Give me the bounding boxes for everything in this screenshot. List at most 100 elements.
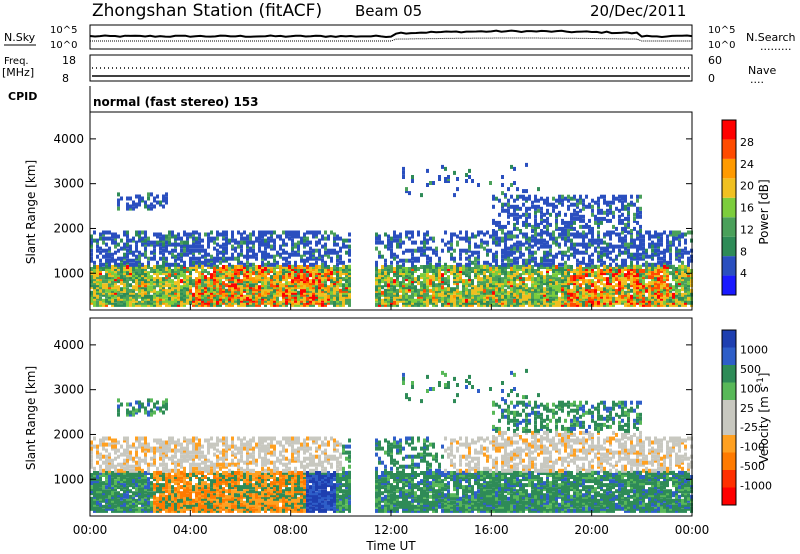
power-cell bbox=[630, 288, 633, 293]
power-cell bbox=[276, 283, 279, 288]
power-cell bbox=[480, 244, 483, 249]
power-cell bbox=[528, 287, 531, 292]
power-cell bbox=[126, 206, 129, 211]
power-cell bbox=[135, 240, 138, 245]
power-cell bbox=[642, 283, 645, 288]
power-cell bbox=[396, 302, 399, 307]
power-cell bbox=[549, 302, 552, 307]
power-cell bbox=[498, 283, 501, 288]
power-cell bbox=[132, 302, 135, 307]
power-cell bbox=[414, 302, 417, 307]
power-cell bbox=[96, 294, 99, 299]
power-cell bbox=[636, 269, 639, 273]
power-cell bbox=[336, 302, 339, 307]
power-cell bbox=[468, 236, 471, 241]
power-cell bbox=[507, 258, 510, 263]
power-cell bbox=[402, 267, 405, 271]
power-cell bbox=[543, 238, 546, 243]
power-cell bbox=[267, 260, 270, 265]
power-cell bbox=[123, 302, 126, 307]
power-cell bbox=[141, 252, 144, 257]
power-cell bbox=[510, 212, 513, 217]
power-cell bbox=[324, 230, 327, 235]
power-cell bbox=[579, 216, 582, 221]
power-cell bbox=[636, 290, 639, 295]
power-cell bbox=[165, 196, 168, 201]
power-cell bbox=[162, 271, 165, 276]
power-cell bbox=[264, 250, 267, 255]
power-cell bbox=[504, 236, 507, 241]
power-cell bbox=[216, 271, 219, 276]
power-cell bbox=[132, 279, 135, 284]
power-cell bbox=[594, 300, 597, 305]
power-cell bbox=[606, 218, 609, 223]
power-cell bbox=[672, 230, 675, 235]
power-cell bbox=[180, 252, 183, 257]
power-cell bbox=[324, 271, 327, 276]
power-cell bbox=[387, 265, 390, 269]
power-cell bbox=[159, 200, 162, 205]
power-cell bbox=[636, 252, 639, 257]
velocity-cell bbox=[99, 452, 102, 457]
power-cell bbox=[468, 175, 471, 179]
power-cell bbox=[204, 232, 207, 237]
power-cell bbox=[282, 262, 285, 267]
power-cell bbox=[531, 292, 534, 297]
power-cell bbox=[273, 230, 276, 235]
power-cell bbox=[162, 256, 165, 261]
power-cell bbox=[552, 236, 555, 241]
power-cell bbox=[477, 244, 480, 249]
power-cell bbox=[126, 260, 129, 265]
power-cell bbox=[522, 283, 525, 288]
power-cell bbox=[192, 292, 195, 297]
power-cell bbox=[273, 244, 276, 249]
power-cell bbox=[126, 202, 129, 207]
power-cell bbox=[171, 248, 174, 253]
power-cell bbox=[408, 302, 411, 307]
power-cell bbox=[213, 240, 216, 245]
power-cell bbox=[153, 277, 156, 282]
power-cell bbox=[558, 300, 561, 305]
power-cell bbox=[345, 269, 348, 273]
power-cell bbox=[600, 258, 603, 263]
power-cell bbox=[501, 208, 504, 213]
power-cell bbox=[270, 262, 273, 267]
power-cell bbox=[90, 279, 93, 284]
power-cell bbox=[492, 290, 495, 295]
power-cell bbox=[546, 302, 549, 307]
power-cell bbox=[123, 230, 126, 235]
power-cell bbox=[198, 260, 201, 265]
power-cell bbox=[504, 271, 507, 276]
power-cell bbox=[246, 248, 249, 253]
power-cell bbox=[531, 269, 534, 273]
power-cell bbox=[456, 262, 459, 267]
power-cell bbox=[336, 287, 339, 292]
power-cell bbox=[582, 202, 585, 207]
power-cell bbox=[477, 230, 480, 235]
power-cell bbox=[639, 252, 642, 257]
power-cell bbox=[657, 242, 660, 247]
power-cell bbox=[531, 234, 534, 239]
power-cell bbox=[477, 254, 480, 259]
power-cell bbox=[546, 283, 549, 288]
power-cell bbox=[345, 244, 348, 249]
power-cell bbox=[513, 264, 516, 269]
power-cell bbox=[549, 232, 552, 237]
power-cell bbox=[387, 238, 390, 243]
power-cell bbox=[153, 248, 156, 253]
power-cell bbox=[264, 267, 267, 271]
power-cell bbox=[216, 302, 219, 307]
power-cell bbox=[393, 271, 396, 276]
power-cell bbox=[174, 236, 177, 241]
power-cell bbox=[147, 275, 150, 280]
power-cell bbox=[501, 248, 504, 253]
power-cell bbox=[441, 265, 444, 269]
power-cell bbox=[135, 202, 138, 207]
power-cell bbox=[318, 271, 321, 276]
power-cell bbox=[219, 250, 222, 255]
power-cell bbox=[207, 252, 210, 257]
power-cell bbox=[288, 265, 291, 269]
power-cell bbox=[375, 302, 378, 307]
power-cell bbox=[582, 224, 585, 229]
power-cell bbox=[324, 294, 327, 299]
